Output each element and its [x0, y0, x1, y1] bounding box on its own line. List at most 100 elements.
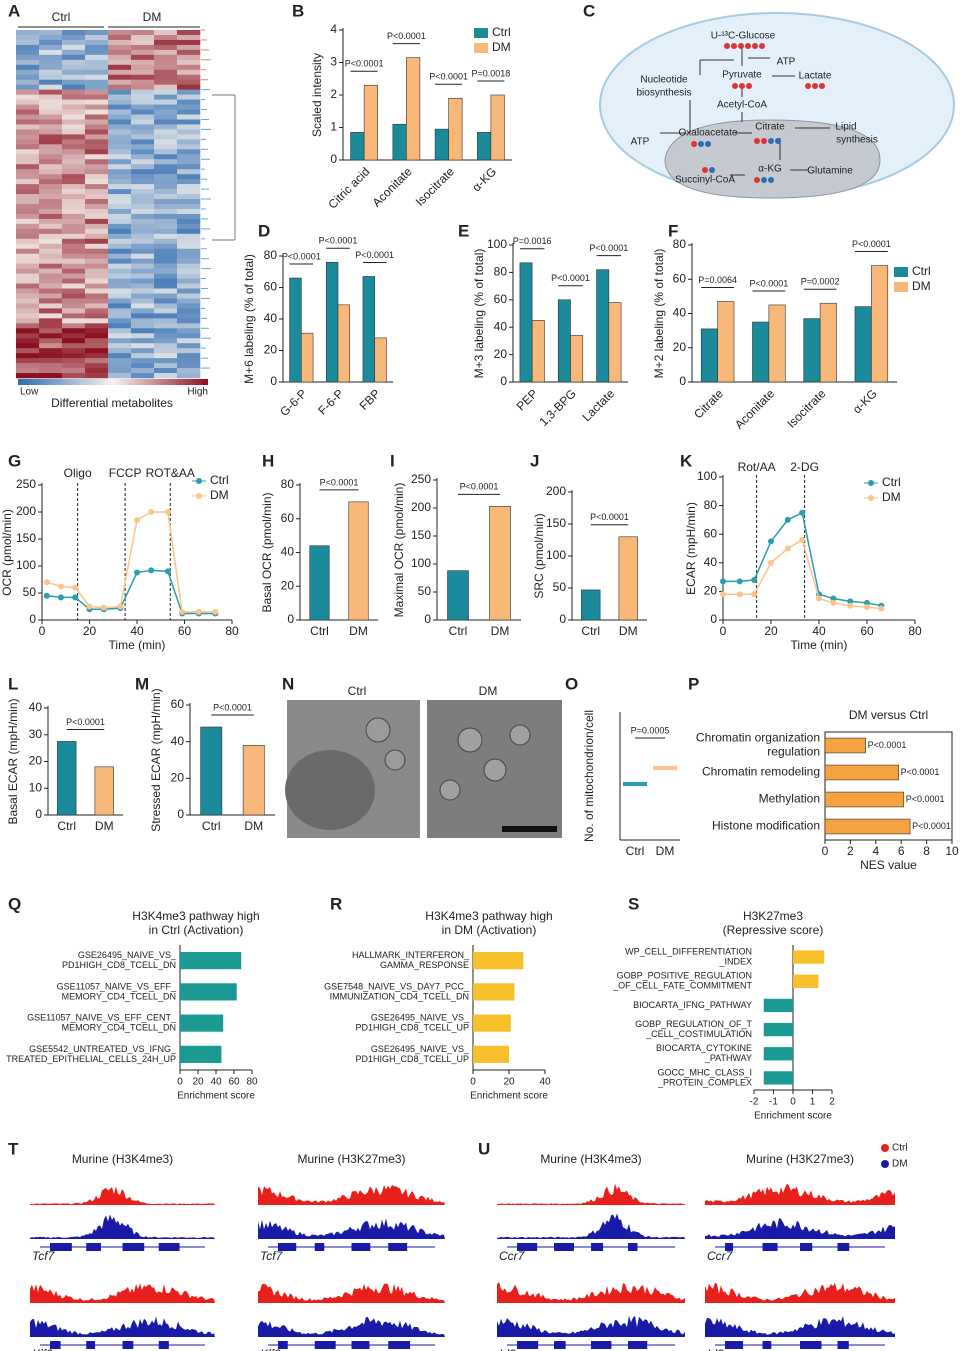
category-label: GSE26495_NAIVE_VS_: [371, 1013, 470, 1023]
heatmap-cell: [39, 34, 63, 41]
bar: [350, 132, 365, 161]
data-point: [58, 594, 64, 601]
panel-label: I: [390, 451, 395, 470]
heatmap-cell: [62, 179, 86, 185]
bar: [57, 741, 77, 816]
heatmap-cell: [85, 94, 109, 100]
heatmap-cell: [154, 318, 178, 324]
heatmap-cell: [177, 243, 201, 250]
heatmap-cell: [131, 258, 155, 264]
heatmap-cell: [154, 228, 178, 235]
heatmap-cell: [108, 323, 132, 329]
x-tick-label: 6: [898, 844, 905, 858]
heatmap-cell: [108, 293, 132, 299]
heatmap-cell: [39, 129, 63, 135]
y-tick-label: 80: [264, 248, 278, 262]
heatmap-cell: [154, 218, 178, 225]
heatmap-cell: [16, 129, 40, 135]
data-point: [148, 567, 155, 574]
heatmap-cell: [154, 159, 178, 165]
heatmap-cell: [131, 124, 155, 130]
mitochondrion: [457, 727, 483, 753]
heatmap-cell: [62, 94, 86, 100]
x-tick-label: -1: [769, 1097, 778, 1108]
heatmap-cell: [154, 69, 178, 76]
heatmap-cell: [108, 49, 132, 56]
heatmap-cell: [85, 273, 109, 279]
y-tick-label: 0: [287, 612, 294, 626]
heatmap-cell: [177, 288, 201, 294]
heatmap-cell: [131, 228, 155, 235]
heatmap-cell: [85, 263, 109, 269]
p-value: P<0.0001: [319, 236, 358, 246]
node-label: biosynthesis: [636, 88, 691, 99]
panel-label: Q: [8, 894, 21, 913]
heatmap-cell: [108, 318, 132, 324]
heatmap-cell: [16, 343, 40, 349]
p-value: P=0.0005: [631, 725, 670, 735]
data-point: [100, 604, 107, 611]
heatmap-cell: [154, 154, 178, 160]
heatmap-cell: [154, 189, 178, 195]
heatmap-cell: [62, 308, 86, 314]
y-tick-label: 20: [494, 347, 508, 361]
track-dm: [30, 1316, 215, 1337]
heatmap-cell: [177, 363, 201, 369]
heatmap-cell: [154, 59, 178, 66]
bar: [473, 1045, 509, 1063]
y-tick-label: 100: [16, 558, 36, 572]
track-ctrl: [497, 1282, 685, 1303]
heatmap-cell: [154, 149, 178, 155]
heatmap-cell: [39, 278, 63, 284]
heatmap-cell: [85, 223, 109, 230]
heatmap-cell: [85, 298, 109, 304]
heatmap-cell: [154, 368, 178, 374]
heatmap-cell: [85, 194, 109, 200]
y-tick-label: 2: [330, 87, 337, 101]
bar: [448, 97, 463, 161]
heatmap-cell: [39, 253, 63, 259]
legend-dot: [868, 480, 874, 486]
heatmap-cell: [131, 263, 155, 269]
heatmap-cell: [177, 228, 201, 235]
x-axis-label: Differential metabolites: [51, 396, 173, 410]
heatmap-cell: [131, 368, 155, 374]
heatmap-cell: [39, 44, 63, 51]
bar: [180, 1045, 222, 1063]
heatmap-cell: [108, 79, 132, 85]
heatmap-cell: [154, 293, 178, 299]
heatmap-cell: [16, 338, 40, 344]
y-tick-label: 0: [710, 612, 717, 626]
category-label: HALLMARK_INTERFERON_: [352, 950, 470, 960]
heatmap-cell: [39, 358, 63, 364]
x-tick-label: 2: [847, 844, 854, 858]
heatmap-cell: [131, 114, 155, 120]
heatmap-cell: [39, 174, 63, 180]
panel-label: M: [135, 674, 149, 693]
heatmap-cell: [85, 30, 109, 36]
heatmap-cell: [154, 49, 178, 56]
bar: [793, 974, 819, 988]
exon: [50, 1341, 61, 1349]
p-value: P<0.0001: [320, 477, 359, 487]
median-band: [623, 782, 647, 786]
scale-label: High: [187, 387, 208, 398]
category-label: GAMMA_RESPONSE: [380, 960, 469, 970]
heatmap-cell: [39, 293, 63, 299]
heatmap-cell: [108, 283, 132, 289]
category-label: GSE26495_NAIVE_VS_: [371, 1044, 470, 1054]
heatmap-cell: [108, 129, 132, 135]
heatmap-cell: [177, 208, 201, 215]
heatmap-cell: [62, 64, 86, 71]
heatmap-cell: [62, 223, 86, 230]
heatmap-cell: [131, 313, 155, 319]
heatmap-cell: [39, 363, 63, 369]
heatmap-cell: [108, 74, 132, 81]
heatmap-cell: [177, 273, 201, 279]
category-label: PD1HIGH_CD8_TCELL_UP: [355, 1023, 469, 1033]
exon: [800, 1341, 822, 1349]
heatmap-cell: [39, 258, 63, 264]
exon: [388, 1243, 408, 1251]
heatmap-cell: [39, 89, 63, 95]
panel-label: J: [530, 451, 539, 470]
